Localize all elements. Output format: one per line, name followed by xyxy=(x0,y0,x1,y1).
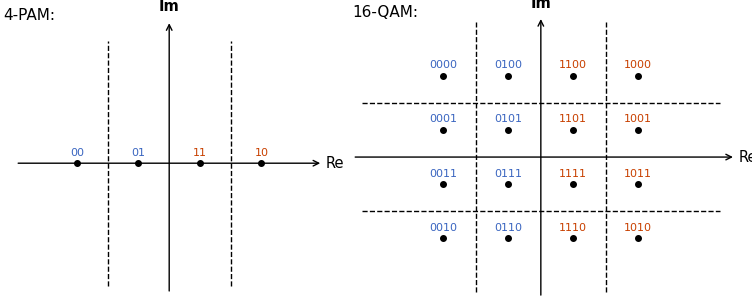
Text: Re: Re xyxy=(739,150,752,165)
Text: 0111: 0111 xyxy=(494,169,523,179)
Text: 16-QAM:: 16-QAM: xyxy=(353,6,418,21)
Text: 1111: 1111 xyxy=(559,169,587,179)
Text: 10: 10 xyxy=(254,147,268,158)
Text: 1010: 1010 xyxy=(624,223,652,233)
Text: 0010: 0010 xyxy=(429,223,457,233)
Text: 4-PAM:: 4-PAM: xyxy=(3,8,55,23)
Text: 01: 01 xyxy=(132,147,145,158)
Text: Re: Re xyxy=(326,156,344,171)
Text: 1001: 1001 xyxy=(624,114,652,125)
Text: 11: 11 xyxy=(193,147,207,158)
Text: 1101: 1101 xyxy=(559,114,587,125)
Text: 0110: 0110 xyxy=(494,223,523,233)
Text: 1011: 1011 xyxy=(624,169,652,179)
Text: 0100: 0100 xyxy=(494,60,523,70)
Text: 0001: 0001 xyxy=(429,114,457,125)
Text: 00: 00 xyxy=(70,147,84,158)
Text: 0000: 0000 xyxy=(429,60,457,70)
Text: 0011: 0011 xyxy=(429,169,457,179)
Text: Im: Im xyxy=(530,0,551,11)
Text: Im: Im xyxy=(159,0,180,14)
Text: 1100: 1100 xyxy=(559,60,587,70)
Text: 0101: 0101 xyxy=(494,114,523,125)
Text: 1000: 1000 xyxy=(624,60,652,70)
Text: 1110: 1110 xyxy=(559,223,587,233)
